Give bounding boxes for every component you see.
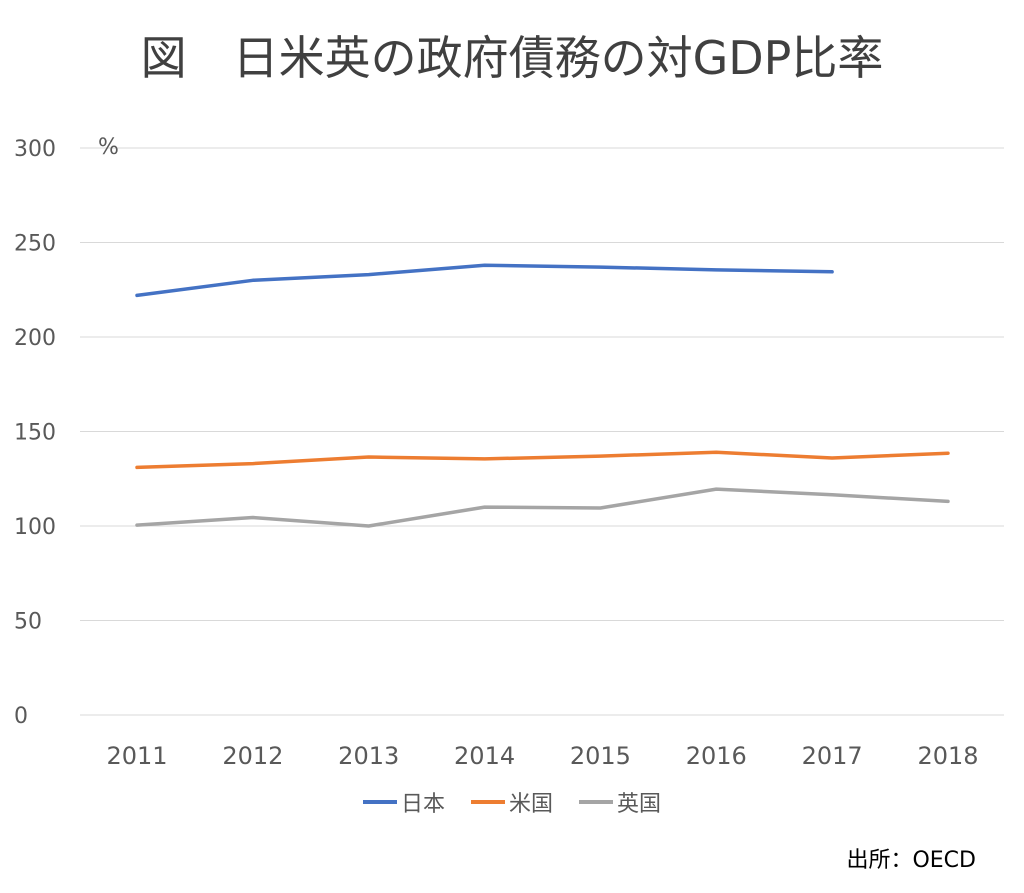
legend-swatch <box>470 800 505 804</box>
legend-label: 日本 <box>400 792 445 817</box>
x-tick-label: 2012 <box>222 742 283 770</box>
legend-swatch <box>362 800 397 804</box>
y-tick-label: 300 <box>14 137 56 162</box>
series-line-0 <box>135 263 834 298</box>
y-tick-label: 50 <box>14 610 42 635</box>
x-tick-label: 2015 <box>570 742 631 770</box>
y-tick-label: 200 <box>14 326 56 351</box>
legend: 日本 米国 英国 <box>0 786 1024 818</box>
y-tick-label: 0 <box>14 704 28 729</box>
legend-swatch <box>579 800 613 804</box>
source-note: 出所：OECD <box>846 848 976 873</box>
x-tick-label: 2017 <box>802 742 863 770</box>
x-tick-label: 2018 <box>917 742 978 770</box>
x-tick-label: 2016 <box>686 742 747 770</box>
legend-item: 米国 <box>470 786 553 818</box>
x-axis-ticks: 2011 2012 2013 2014 2015 2016 2017 2018 <box>106 742 978 770</box>
x-tick-label: 2014 <box>454 742 515 770</box>
y-tick-label: 150 <box>14 421 56 446</box>
gridlines <box>80 147 1004 716</box>
y-axis-ticks: 0 50 100 150 200 250 300 <box>14 137 56 729</box>
y-tick-label: 100 <box>14 515 56 540</box>
y-axis-unit-label: % <box>98 135 119 160</box>
x-tick-label: 2011 <box>106 742 167 770</box>
y-tick-label: 250 <box>14 232 56 257</box>
series-line-1 <box>135 450 950 470</box>
chart-title: 図 日米英の政府債務の対GDP比率 <box>140 31 884 85</box>
legend-label: 米国 <box>508 792 553 817</box>
series-lines <box>135 263 950 528</box>
series-line-2 <box>135 487 950 528</box>
legend-item: 英国 <box>579 786 661 818</box>
legend-item: 日本 <box>362 786 445 818</box>
x-tick-label: 2013 <box>338 742 399 770</box>
legend-label: 英国 <box>617 792 662 817</box>
